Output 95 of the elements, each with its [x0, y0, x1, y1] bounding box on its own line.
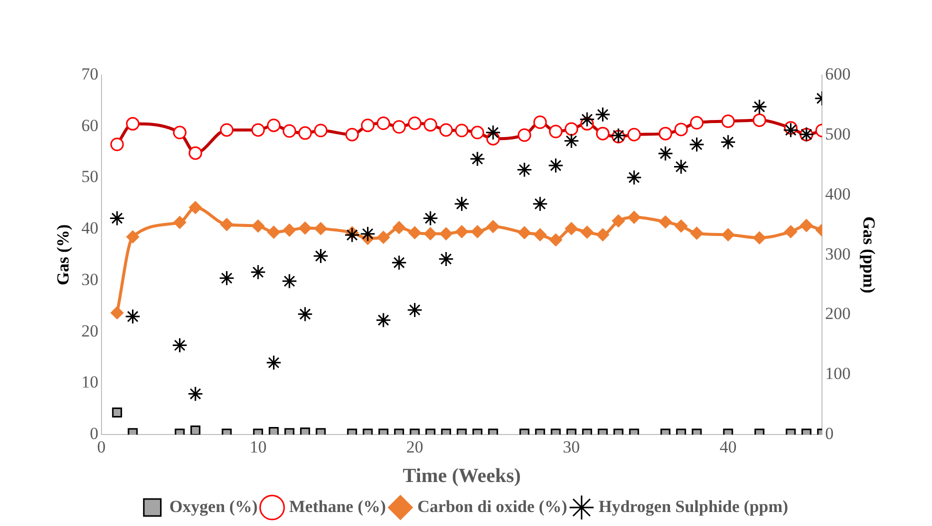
point [267, 226, 280, 239]
point [752, 231, 766, 244]
point [626, 170, 642, 186]
point [173, 216, 186, 229]
point [518, 226, 531, 240]
point [282, 224, 296, 237]
point [470, 151, 486, 167]
y-tick-label: 40 [81, 218, 98, 238]
y2-tick-label: 300 [825, 244, 851, 264]
point [658, 146, 674, 162]
point [485, 124, 501, 140]
point [282, 273, 298, 289]
point [612, 214, 625, 228]
point [438, 251, 454, 267]
point [784, 225, 798, 238]
point [172, 338, 188, 354]
x-tick-label: 20 [406, 437, 424, 456]
point [454, 196, 470, 212]
y-tick-label: 30 [81, 270, 98, 289]
y2-tick-label: 500 [825, 124, 851, 144]
point [391, 254, 407, 270]
point [266, 354, 282, 370]
point [298, 222, 312, 235]
point [376, 312, 392, 328]
point [752, 99, 768, 115]
x-axis-title: Time (Weeks) [402, 465, 521, 488]
point [220, 218, 234, 231]
point [297, 306, 313, 322]
legend-label: Methane (%) [289, 496, 386, 516]
point [658, 215, 672, 228]
y2-tick-label: 400 [825, 184, 851, 204]
point [250, 264, 266, 280]
point [190, 426, 200, 435]
point [110, 306, 124, 320]
point [218, 270, 234, 286]
point [407, 302, 422, 318]
point [268, 427, 279, 435]
y2-tick-label: 100 [825, 364, 851, 384]
point [300, 428, 310, 435]
point [722, 228, 735, 242]
point [674, 220, 688, 233]
point [548, 158, 564, 174]
point [689, 136, 705, 152]
y2-axis-title: Gas (ppm) [859, 216, 878, 294]
x-tick-label: 40 [720, 437, 737, 456]
y-tick-label: 0 [90, 424, 98, 444]
y-tick-label: 60 [81, 116, 98, 135]
y2-tick-label: 200 [825, 304, 851, 324]
point [564, 133, 580, 149]
legend-label: Oxygen (%) [169, 496, 258, 516]
point [579, 112, 595, 128]
point [109, 210, 125, 226]
y-tick-label: 50 [81, 167, 98, 186]
point [534, 228, 547, 242]
point [800, 219, 813, 232]
point [124, 308, 140, 324]
point [596, 228, 610, 242]
point [188, 201, 202, 214]
point [392, 221, 406, 234]
point [673, 158, 689, 174]
point [470, 225, 484, 238]
x-tick-label: 10 [250, 437, 267, 456]
point [628, 210, 641, 224]
point [549, 233, 562, 246]
point [422, 210, 438, 226]
point [252, 220, 265, 233]
point [312, 248, 328, 264]
point [376, 230, 390, 244]
y-tick-label: 10 [81, 372, 98, 392]
y2-tick-label: 0 [825, 424, 834, 444]
y-tick-label: 70 [81, 64, 98, 84]
point [344, 227, 360, 243]
point [188, 386, 204, 402]
point [126, 230, 140, 244]
point [564, 222, 578, 236]
point [690, 226, 704, 240]
y2-tick-label: 600 [825, 64, 851, 84]
point [486, 220, 500, 234]
point [440, 227, 453, 240]
point [424, 227, 437, 240]
point [516, 162, 532, 178]
point [580, 226, 594, 239]
legend-label: Hydrogen Sulphide (ppm) [598, 496, 788, 516]
point [720, 134, 736, 150]
point [360, 226, 376, 242]
y-tick-label: 20 [81, 321, 98, 340]
legend-label: Carbon di oxide (%) [417, 496, 568, 516]
point [314, 222, 328, 236]
point [595, 106, 611, 122]
point [408, 226, 422, 240]
point [783, 122, 799, 138]
point [455, 225, 468, 238]
point [532, 196, 548, 212]
x-tick-label: 30 [562, 437, 580, 456]
y-axis-title: Gas (%) [54, 224, 73, 286]
